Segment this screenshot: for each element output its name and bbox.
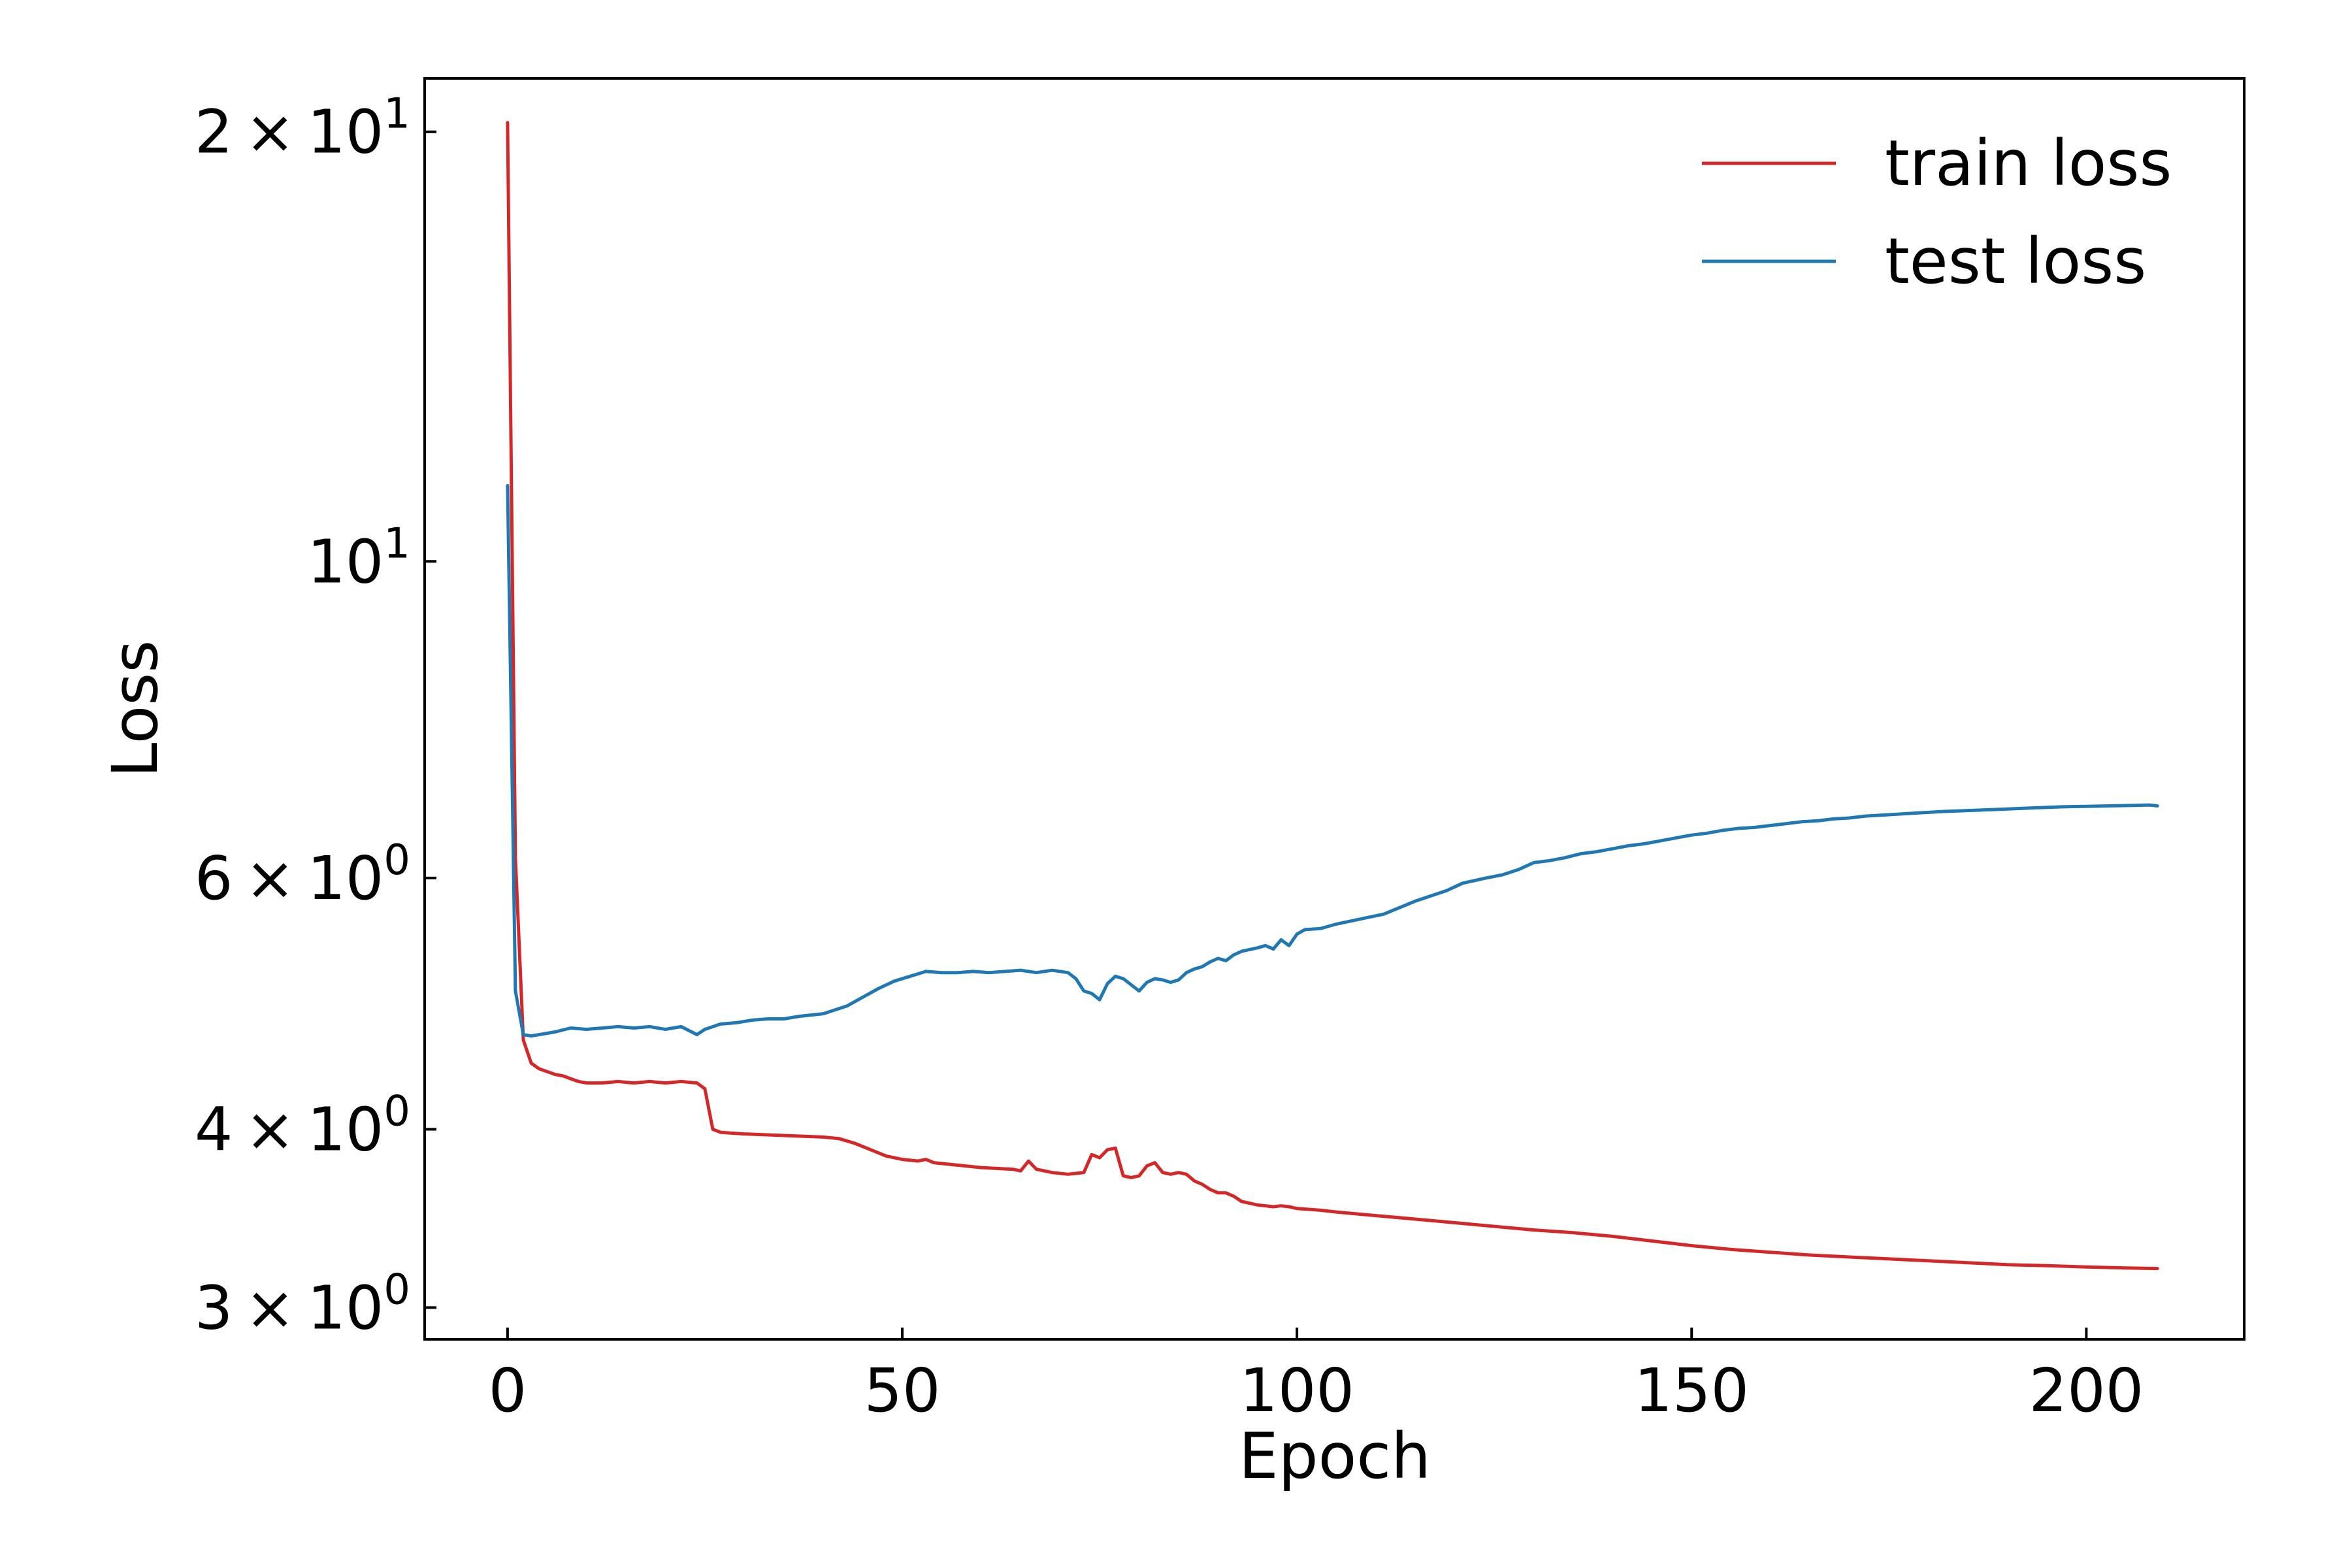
x-tick-label: 100 (1239, 1356, 1354, 1426)
legend-label-1: test loss (1885, 225, 2146, 298)
x-axis-label: Epoch (1239, 1420, 1431, 1493)
x-tick-label: 200 (2029, 1356, 2144, 1426)
x-tick-label: 0 (489, 1356, 527, 1426)
y-axis-label: Loss (99, 640, 172, 778)
y-tick-label: 4 × 100 (195, 1087, 410, 1164)
x-axis-ticks: 0 50 100 150 200 (489, 1328, 2144, 1426)
y-tick-label: 2 × 101 (195, 90, 410, 167)
series-layer (506, 121, 2159, 1271)
plot-frame (423, 77, 2246, 1341)
series-line-0 (506, 121, 2159, 1271)
legend-label-0: train loss (1885, 127, 2172, 200)
legend: train loss test loss (1702, 127, 2172, 298)
x-tick-label: 50 (864, 1356, 940, 1426)
y-axis-ticks: 2 × 101 101 6 × 100 4 × 100 3 × 100 (195, 90, 436, 1343)
y-tick-label: 101 (307, 519, 410, 596)
x-tick-label: 150 (1634, 1356, 1749, 1426)
y-tick-label: 3 × 100 (195, 1266, 410, 1343)
series-line-1 (506, 483, 2159, 1038)
y-tick-label: 6 × 100 (195, 836, 410, 913)
